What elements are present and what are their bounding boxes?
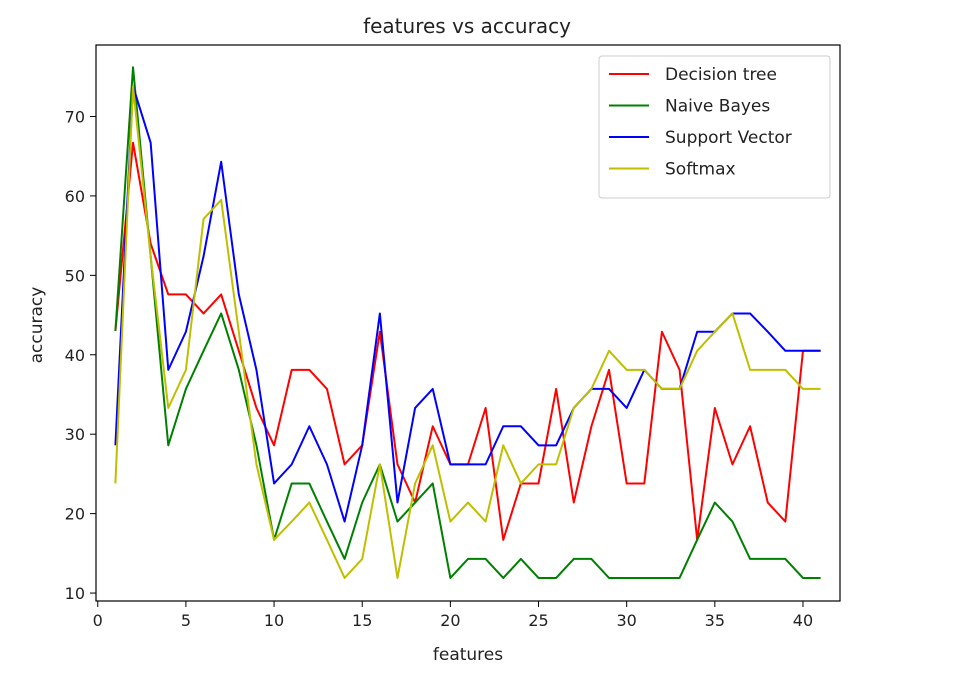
y-tick-label: 40: [65, 346, 85, 365]
x-tick-label: 35: [705, 611, 725, 630]
series-line-naive-bayes: [114, 66, 821, 579]
legend-label-softmax: Softmax: [665, 160, 736, 180]
x-tick-label: 5: [181, 611, 191, 630]
series-layer: [114, 66, 821, 579]
plot-frame: [95, 44, 841, 602]
x-axis: 0 5 10 15 20 25 30 35 40: [93, 601, 813, 630]
legend-label-naive-bayes: Naive Bayes: [665, 97, 770, 117]
x-tick-label: 30: [616, 611, 636, 630]
y-axis-label: accuracy: [27, 287, 47, 364]
x-tick-label: 0: [93, 611, 103, 630]
y-tick-label: 20: [65, 505, 85, 524]
series-line-support-vector: [114, 85, 821, 523]
legend-label-decision-tree: Decision tree: [665, 65, 777, 85]
y-tick-label: 10: [65, 584, 85, 603]
y-tick-label: 50: [65, 266, 85, 285]
y-axis: 10 20 30 40 50 60 70: [65, 107, 96, 603]
x-tick-label: 40: [793, 611, 813, 630]
y-tick-label: 30: [65, 425, 85, 444]
x-tick-label: 10: [264, 611, 284, 630]
series-line-softmax: [114, 85, 821, 579]
x-tick-label: 15: [352, 611, 372, 630]
x-axis-label: features: [433, 645, 503, 665]
x-tick-label: 20: [440, 611, 460, 630]
chart-title: features vs accuracy: [363, 14, 571, 38]
legend-box: [598, 55, 831, 199]
y-tick-label: 60: [65, 187, 85, 206]
legend: Decision tree Naive Bayes Support Vector So…: [598, 55, 831, 199]
x-tick-label: 25: [528, 611, 548, 630]
legend-label-support-vector: Support Vector: [665, 128, 792, 148]
y-tick-label: 70: [65, 107, 85, 126]
